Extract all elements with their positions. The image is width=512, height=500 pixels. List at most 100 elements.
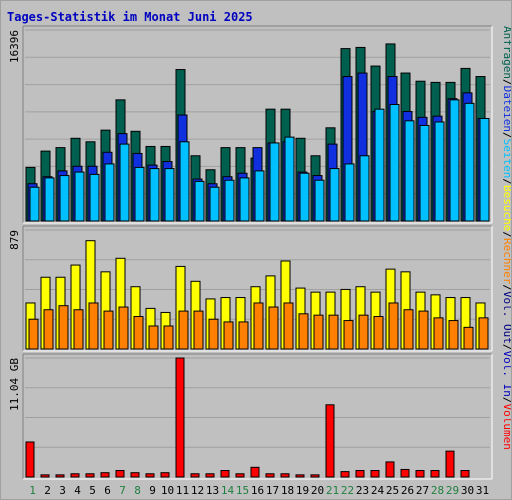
- bar-rechner-day-30: [463, 326, 474, 350]
- bar-seiten-day-25: [389, 104, 400, 222]
- x-tick-label: 11: [176, 484, 189, 497]
- bar-volumen-day-30: [460, 470, 470, 478]
- bar-seiten-day-27: [419, 124, 430, 222]
- x-tick-label: 19: [296, 484, 309, 497]
- bar-seiten-day-20: [314, 179, 325, 222]
- y-max-label: 11.04 GB: [8, 358, 21, 411]
- bar-volumen-day-25: [385, 461, 395, 478]
- legend-item-dateien: Dateien: [501, 86, 511, 132]
- bar-seiten-day-7: [119, 143, 130, 222]
- x-tick-label: 25: [386, 484, 399, 497]
- bar-volumen-day-23: [355, 470, 365, 478]
- bar-rechner-day-14: [223, 321, 234, 350]
- x-tick-label: 15: [236, 484, 249, 497]
- bar-seiten-day-30: [464, 102, 475, 222]
- x-tick-label: 9: [149, 484, 156, 497]
- legend-separator: /: [501, 178, 511, 185]
- bar-seiten-day-24: [374, 108, 385, 222]
- legend-separator: /: [501, 397, 511, 404]
- bar-rechner-day-16: [253, 302, 264, 350]
- x-tick-label: 20: [311, 484, 324, 497]
- bar-volumen-day-27: [415, 470, 425, 478]
- legend-item-anfragen: Anfragen: [501, 26, 511, 79]
- right-axis-legend: Anfragen/Dateien/Seiten/Besuche/Rechner/…: [501, 26, 511, 450]
- bar-volumen-day-6: [100, 472, 110, 478]
- bar-seiten-day-13: [209, 186, 220, 222]
- x-tick-label: 28: [431, 484, 444, 497]
- bar-volumen-day-3: [55, 474, 65, 478]
- bar-rechner-day-5: [88, 302, 99, 350]
- chart-title: Tages-Statistik im Monat Juni 2025: [7, 10, 253, 24]
- legend-separator: /: [501, 344, 511, 351]
- bar-volumen-day-18: [280, 473, 290, 478]
- bar-volumen-day-14: [220, 470, 230, 478]
- bar-volumen-day-29: [445, 450, 455, 478]
- bar-seiten-day-4: [74, 171, 85, 222]
- bar-rechner-day-29: [448, 320, 459, 350]
- bar-volumen-day-13: [205, 473, 215, 478]
- bar-rechner-day-26: [403, 309, 414, 350]
- bar-rechner-day-20: [313, 314, 324, 350]
- legend-separator: /: [501, 79, 511, 86]
- bar-rechner-day-15: [238, 321, 249, 350]
- bar-rechner-day-7: [118, 306, 129, 350]
- bar-volumen-day-17: [265, 473, 275, 478]
- y-max-label: 16396: [8, 30, 21, 63]
- x-tick-label: 6: [104, 484, 111, 497]
- bar-rechner-day-13: [208, 318, 219, 350]
- x-tick-label: 13: [206, 484, 219, 497]
- bar-seiten-day-5: [89, 173, 100, 222]
- bar-seiten-day-23: [359, 155, 370, 222]
- bar-rechner-day-22: [343, 320, 354, 350]
- x-tick-label: 21: [326, 484, 339, 497]
- bar-rechner-day-23: [358, 314, 369, 350]
- bar-volumen-day-28: [430, 470, 440, 478]
- legend-separator: /: [501, 284, 511, 291]
- bar-volumen-day-10: [160, 472, 170, 478]
- x-tick-label: 24: [371, 484, 385, 497]
- legend-separator: /: [501, 231, 511, 238]
- bar-seiten-day-9: [149, 168, 160, 222]
- x-tick-label: 30: [461, 484, 474, 497]
- x-tick-label: 3: [59, 484, 66, 497]
- bar-rechner-day-19: [298, 313, 309, 350]
- bar-rechner-day-17: [268, 306, 279, 350]
- bar-volumen-day-4: [70, 473, 80, 478]
- bar-rechner-day-3: [58, 305, 69, 350]
- bar-rechner-day-8: [133, 316, 144, 350]
- legend-item-seiten: Seiten: [501, 139, 511, 179]
- legend-item-rechner: Rechner: [501, 238, 511, 285]
- bar-rechner-day-28: [433, 317, 444, 350]
- x-tick-label: 23: [356, 484, 369, 497]
- bar-volumen-day-21: [325, 404, 335, 478]
- bar-seiten-day-18: [284, 136, 295, 222]
- legend-item-vol-out: Vol. Out: [501, 291, 511, 344]
- bar-seiten-day-31: [479, 117, 490, 222]
- bar-rechner-day-24: [373, 316, 384, 350]
- chart-panels: 16396 879 11.04 GB: [8, 25, 493, 480]
- bar-seiten-day-19: [299, 172, 310, 222]
- bar-volumen-day-16: [250, 466, 260, 478]
- x-tick-label: 14: [221, 484, 235, 497]
- legend-separator: /: [501, 132, 511, 139]
- x-tick-label: 18: [281, 484, 294, 497]
- bar-rechner-day-6: [103, 310, 114, 350]
- bar-rechner-day-31: [478, 317, 489, 350]
- x-tick-label: 5: [89, 484, 96, 497]
- bar-rechner-day-2: [43, 309, 54, 350]
- bar-seiten-day-21: [329, 168, 340, 222]
- y-max-label: 879: [8, 230, 21, 250]
- bar-volumen-day-15: [235, 473, 245, 478]
- panel-middle: 879: [8, 225, 493, 352]
- bar-seiten-day-2: [44, 177, 55, 222]
- bar-seiten-day-26: [404, 120, 415, 222]
- bar-rechner-day-9: [148, 325, 159, 350]
- bar-rechner-day-1: [28, 318, 39, 350]
- bar-volumen-day-22: [340, 471, 350, 478]
- x-tick-label: 27: [416, 484, 429, 497]
- bar-volumen-day-2: [40, 474, 50, 478]
- x-tick-label: 16: [251, 484, 264, 497]
- x-tick-label: 29: [446, 484, 459, 497]
- bar-volumen-day-9: [145, 473, 155, 478]
